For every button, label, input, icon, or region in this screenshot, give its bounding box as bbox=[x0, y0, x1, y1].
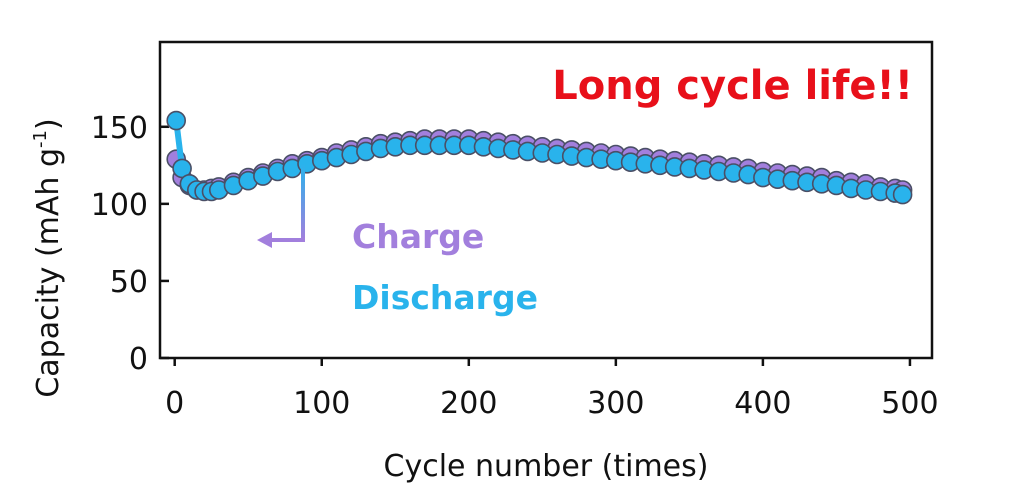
tick-labels: 0 100 200 300 400 500 0 50 100 150 bbox=[91, 111, 939, 421]
y-axis-title-close: ) bbox=[31, 118, 66, 130]
x-tick-label: 0 bbox=[165, 386, 184, 421]
data-point bbox=[166, 110, 186, 131]
y-tick-label: 50 bbox=[110, 265, 148, 300]
legend-charge-label: Charge bbox=[352, 217, 484, 256]
data-series bbox=[166, 110, 913, 205]
x-tick-label: 300 bbox=[587, 386, 644, 421]
y-tick-label: 0 bbox=[129, 342, 148, 377]
y-axis-title-sup: -1 bbox=[30, 130, 51, 148]
x-tick-label: 200 bbox=[440, 386, 497, 421]
y-tick-label: 100 bbox=[91, 188, 148, 223]
legend-arrow-head bbox=[257, 232, 272, 248]
legend-discharge-label: Discharge bbox=[352, 278, 538, 317]
legend-arrow-line bbox=[268, 164, 305, 242]
y-axis-title: Capacity (mAh g-1) bbox=[30, 118, 66, 397]
x-tick-label: 100 bbox=[293, 386, 350, 421]
y-tick-label: 150 bbox=[91, 111, 148, 146]
legend-arrow bbox=[257, 164, 305, 248]
x-tick-label: 400 bbox=[734, 386, 791, 421]
x-tick-label: 500 bbox=[881, 386, 938, 421]
long-cycle-life-annotation: Long cycle life!! bbox=[552, 63, 913, 109]
axis-ticks bbox=[160, 125, 912, 366]
series-discharge bbox=[166, 110, 913, 205]
x-axis-title: Cycle number (times) bbox=[384, 449, 709, 484]
y-axis-title-main: Capacity (mAh g bbox=[31, 148, 66, 398]
plot-frame bbox=[158, 40, 934, 360]
data-point bbox=[892, 184, 913, 205]
